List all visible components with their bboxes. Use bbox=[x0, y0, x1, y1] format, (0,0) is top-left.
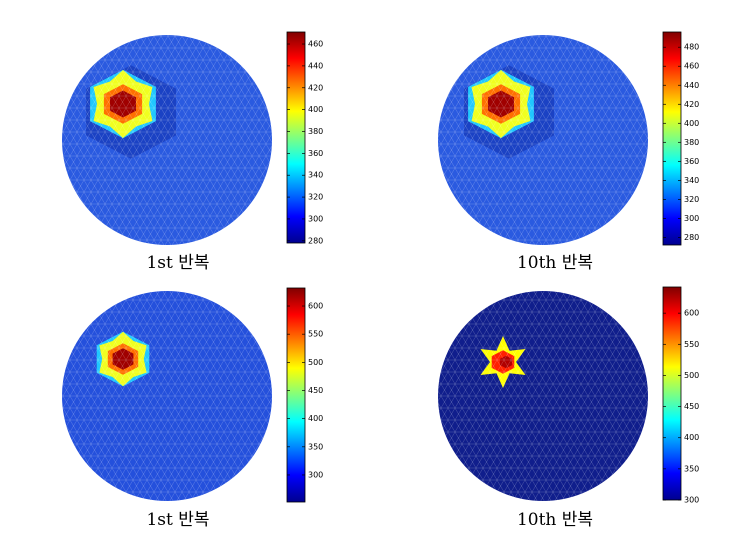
mesh bbox=[438, 291, 648, 501]
colorbar-tick-label: 400 bbox=[308, 414, 323, 423]
colorbar-tick-label: 280 bbox=[684, 233, 699, 242]
colorbar-tick-label: 420 bbox=[684, 100, 699, 109]
colorbar-tick-label: 320 bbox=[684, 195, 699, 204]
panel: 300 350 400 450 500 550 600 1st 반복 bbox=[62, 287, 323, 530]
colorbar-tick-label: 500 bbox=[684, 371, 699, 380]
colorbar-tick-label: 440 bbox=[308, 61, 323, 70]
colorbar-tick-label: 320 bbox=[308, 193, 323, 202]
colorbar bbox=[286, 31, 306, 244]
colorbar-tick-label: 350 bbox=[308, 442, 323, 451]
colorbar-tick-label: 600 bbox=[684, 309, 699, 318]
colorbar bbox=[662, 286, 682, 501]
caption: 10th 반복 bbox=[517, 253, 593, 273]
panel: 300 350 400 450 500 550 600 10th 반복 bbox=[438, 286, 699, 530]
mesh bbox=[438, 35, 648, 245]
colorbar-tick-label: 500 bbox=[308, 358, 323, 367]
colorbar-tick-label: 480 bbox=[684, 43, 699, 52]
colorbar-tick-label: 460 bbox=[684, 62, 699, 71]
mesh bbox=[62, 35, 272, 245]
colorbar bbox=[662, 31, 682, 246]
colorbar-tick-label: 460 bbox=[308, 40, 323, 49]
mesh bbox=[62, 291, 272, 501]
colorbar-tick-label: 300 bbox=[308, 214, 323, 223]
colorbar-tick-label: 300 bbox=[684, 214, 699, 223]
colorbar-tick-label: 360 bbox=[308, 149, 323, 158]
caption: 1st 반복 bbox=[146, 510, 209, 530]
colorbar-tick-label: 550 bbox=[308, 330, 323, 339]
panel: 280 300 320 340 360 380 400 420 440 460 1st 반복 bbox=[62, 31, 323, 273]
colorbar bbox=[286, 287, 306, 503]
colorbar-tick-label: 280 bbox=[308, 236, 323, 245]
colorbar-tick-label: 300 bbox=[308, 470, 323, 479]
colorbar-tick-label: 400 bbox=[684, 433, 699, 442]
colorbar-tick-label: 380 bbox=[684, 138, 699, 147]
colorbar-tick-label: 450 bbox=[308, 386, 323, 395]
colorbar-tick-label: 350 bbox=[684, 464, 699, 473]
colorbar-tick-label: 400 bbox=[684, 119, 699, 128]
colorbar-tick-label: 400 bbox=[308, 105, 323, 114]
colorbar-tick-label: 550 bbox=[684, 340, 699, 349]
caption: 1st 반복 bbox=[146, 253, 209, 273]
colorbar-tick-label: 340 bbox=[684, 176, 699, 185]
caption: 10th 반복 bbox=[517, 510, 593, 530]
colorbar-tick-label: 420 bbox=[308, 83, 323, 92]
panel: 280 300 320 340 360 380 400 420 440 460 480 10th 반복 bbox=[438, 31, 699, 273]
colorbar-tick-label: 340 bbox=[308, 171, 323, 180]
colorbar-tick-label: 600 bbox=[308, 302, 323, 311]
colorbar-tick-label: 360 bbox=[684, 157, 699, 166]
colorbar-tick-label: 440 bbox=[684, 81, 699, 90]
colorbar-tick-label: 380 bbox=[308, 127, 323, 136]
colorbar-tick-label: 300 bbox=[684, 496, 699, 505]
colorbar-tick-label: 450 bbox=[684, 402, 699, 411]
